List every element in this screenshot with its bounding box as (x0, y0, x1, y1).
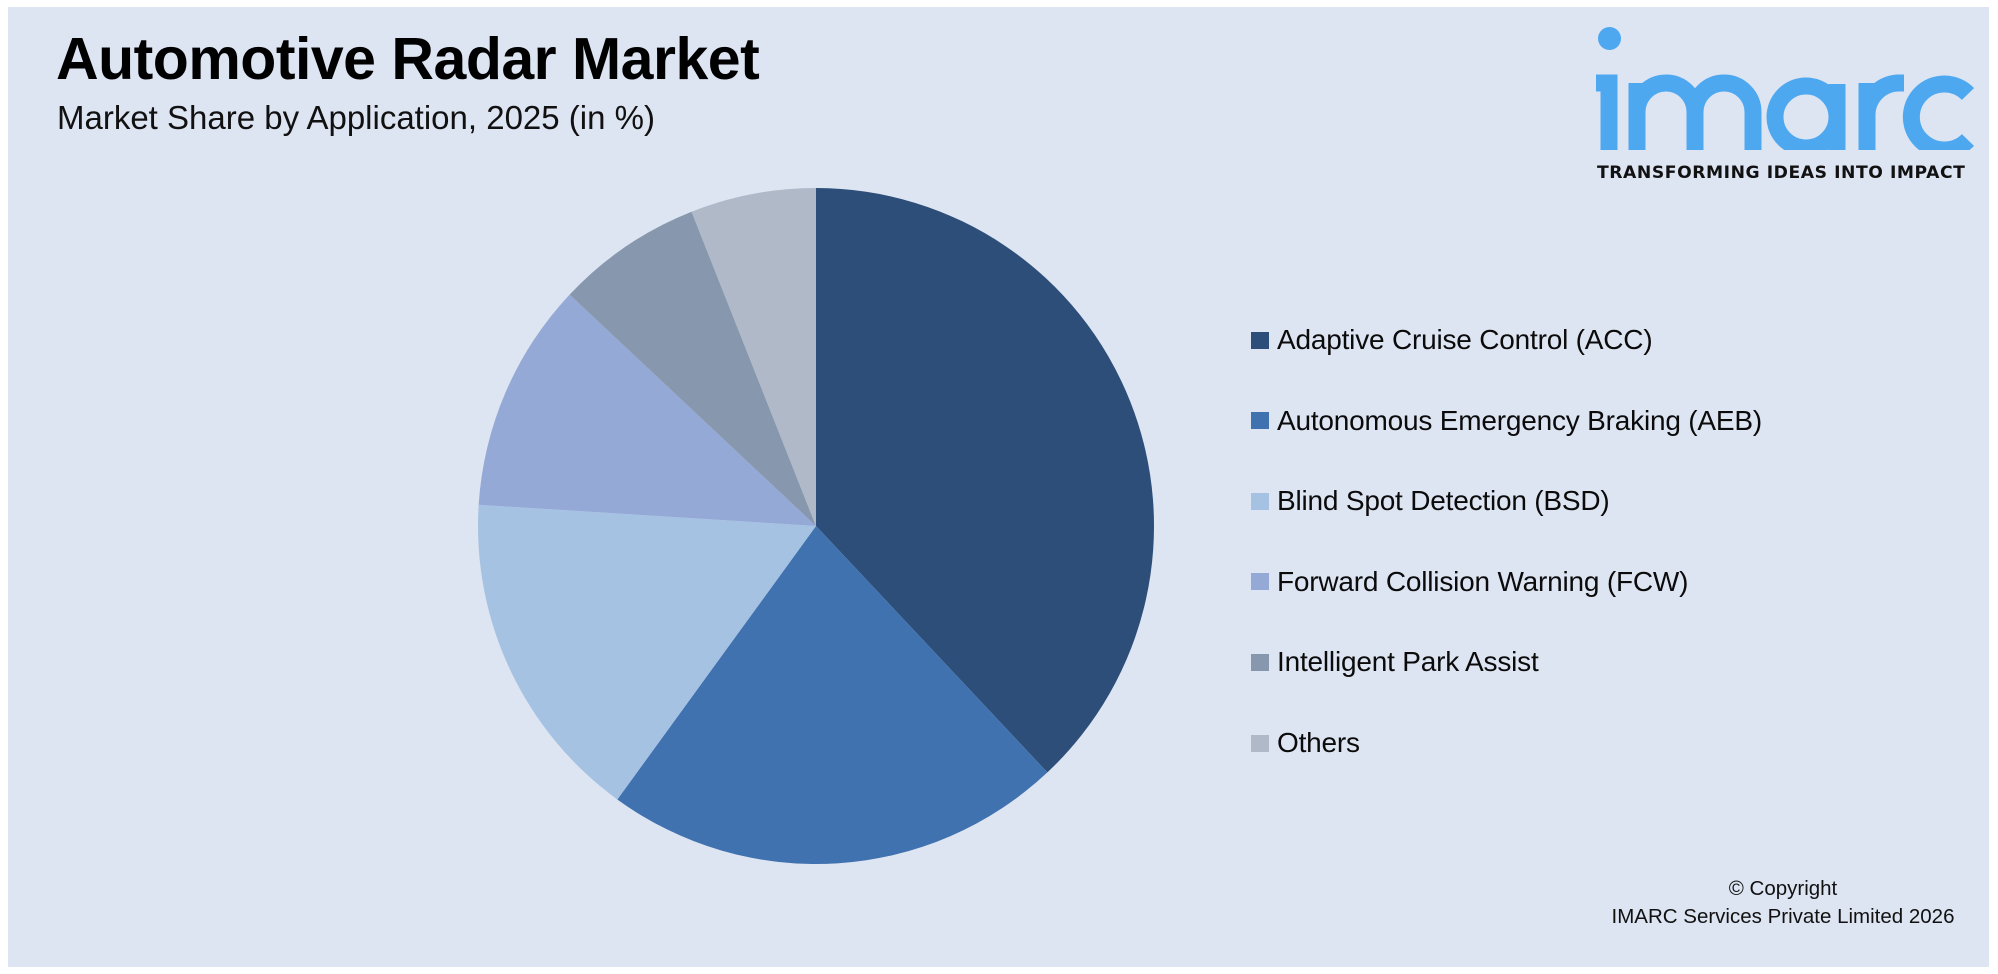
legend-swatch-icon (1251, 653, 1269, 671)
legend-item-fcw: Forward Collision Warning (FCW) (1251, 562, 1688, 602)
copyright-line-2: IMARC Services Private Limited 2026 (1611, 905, 1955, 928)
legend-label: Others (1277, 727, 1360, 758)
pie-slice-intelligent-park-assist (569, 211, 816, 527)
pie-slice-autonomous-emergency-braking-aeb (617, 526, 1048, 865)
legend-swatch-icon (1251, 492, 1269, 510)
pie-slice-adaptive-cruise-control-acc (816, 188, 1155, 773)
legend-label: Autonomous Emergency Braking (AEB) (1277, 404, 1762, 436)
logo-tagline: TRANSFORMING IDEAS INTO IMPACT (1597, 163, 1966, 183)
copyright-notice: © Copyright IMARC Services Private Limit… (1583, 875, 1983, 931)
chart-title: Automotive Radar Market (56, 26, 760, 92)
legend-swatch-icon (1251, 412, 1269, 430)
chart-subtitle: Market Share by Application, 2025 (in %) (57, 99, 655, 136)
logo-dot-icon (1598, 27, 1621, 50)
imarc-logo: TRANSFORMING IDEAS INTO IMPACT (1590, 22, 1975, 187)
pie-slice-forward-collision-warning-fcw (478, 294, 816, 526)
copyright-line-1: © Copyright (1728, 877, 1838, 900)
legend-swatch-icon (1251, 734, 1269, 752)
legend-label: Forward Collision Warning (FCW) (1277, 565, 1689, 597)
legend-label: Intelligent Park Assist (1277, 646, 1539, 678)
pie-slice-blind-spot-detection-bsd (478, 504, 816, 800)
legend-item-bsd: Blind Spot Detection (BSD) (1251, 481, 1610, 521)
legend-item-aeb: Autonomous Emergency Braking (AEB) (1251, 401, 1762, 441)
legend-swatch-icon (1251, 331, 1269, 349)
legend-item-acc: Adaptive Cruise Control (ACC) (1251, 320, 1653, 360)
legend-swatch-icon (1251, 573, 1269, 591)
legend-item-others: Others (1251, 723, 1360, 763)
legend-item-intelligent-park-assist: Intelligent Park Assist (1251, 642, 1539, 682)
logo-wordmark-icon (1596, 74, 1974, 150)
legend-label: Blind Spot Detection (BSD) (1277, 485, 1610, 517)
legend-label: Adaptive Cruise Control (ACC) (1277, 324, 1653, 355)
pie-slice-others (691, 188, 816, 526)
